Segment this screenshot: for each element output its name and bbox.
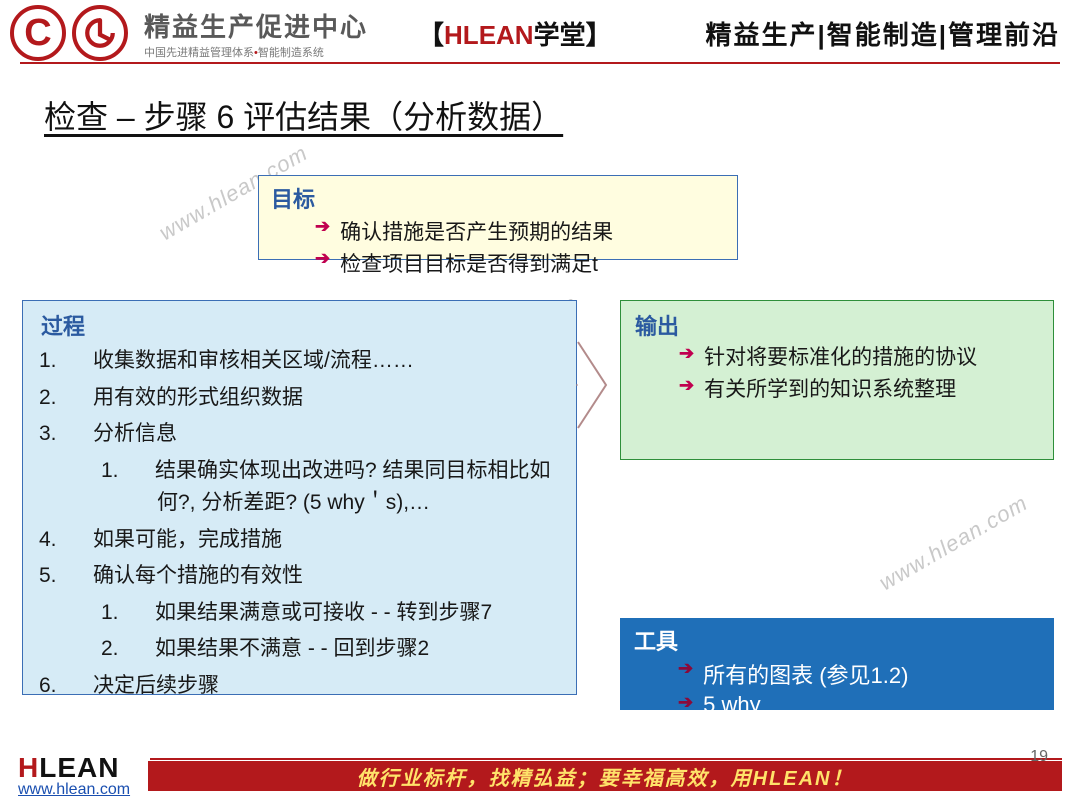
output-box: 输出 ➔ 针对将要标准化的措施的协议 ➔ 有关所学到的知识系统整理 — [620, 300, 1054, 460]
logo-l-icon — [72, 5, 128, 61]
connector-arrow-icon — [576, 340, 622, 430]
output-item: ➔ 有关所学到的知识系统整理 — [679, 375, 1039, 405]
footer-logo: HLEAN www.hlean.com — [18, 754, 130, 798]
arrow-icon: ➔ — [315, 248, 330, 269]
output-item-text: 针对将要标准化的措施的协议 — [704, 343, 977, 373]
goal-title: 目标 — [271, 182, 725, 214]
tools-box: 工具 ➔所有的图表 (参见1.2) ➔5 why — [620, 618, 1054, 710]
header-divider — [20, 62, 1060, 64]
arrow-icon: ➔ — [679, 343, 694, 364]
brand-sub-right: 智能制造系统 — [258, 47, 324, 59]
output-item-text: 有关所学到的知识系统整理 — [704, 375, 956, 405]
process-item: 1.收集数据和审核相关区域/流程…… — [67, 345, 562, 378]
arrow-icon: ➔ — [679, 375, 694, 396]
bracket-close: 】 — [586, 20, 612, 50]
footer-url[interactable]: www.hlean.com — [18, 782, 130, 798]
process-subitem: 2.如果结果不满意 - - 回到步骤2 — [129, 633, 562, 666]
process-item: 4.如果可能，完成措施 — [67, 524, 562, 557]
process-subitem: 1.结果确实体现出改进吗? 结果同目标相比如何?, 分析差距? (5 why＇s… — [129, 455, 562, 520]
goal-item-text: 检查项目目标是否得到满足t — [340, 248, 598, 278]
logo-c-icon: C — [10, 5, 66, 61]
process-item: 2.用有效的形式组织数据 — [67, 382, 562, 415]
output-title: 输出 — [635, 309, 1039, 341]
arrow-icon: ➔ — [678, 692, 693, 713]
goal-item: ➔ 检查项目目标是否得到满足t — [315, 248, 725, 278]
school-tail: 学堂 — [534, 20, 586, 50]
hlean-red: HLEAN — [444, 20, 534, 50]
arrow-icon: ➔ — [315, 216, 330, 237]
tools-item-text: 所有的图表 (参见1.2) — [703, 658, 908, 690]
logo-area: C 精益生产促进中心 中国先进精益管理体系•智能制造系统 — [10, 5, 368, 61]
process-subitem: 1.如果结果满意或可接收 - - 转到步骤7 — [129, 597, 562, 630]
goal-item-text: 确认措施是否产生预期的结果 — [340, 216, 613, 246]
bracket-open: 【 — [418, 20, 444, 50]
brand-block: 精益生产促进中心 中国先进精益管理体系•智能制造系统 — [144, 7, 368, 60]
process-box: 过程 1.收集数据和审核相关区域/流程…… 2.用有效的形式组织数据 3.分析信… — [22, 300, 577, 695]
tools-item-text: 5 why — [703, 692, 760, 718]
process-title: 过程 — [41, 309, 562, 341]
tools-item: ➔ 所有的图表 (参见1.2) — [678, 658, 1040, 690]
footer: HLEAN www.hlean.com 做行业标杆，找精弘益；要幸福高效，用HL… — [18, 752, 1062, 800]
footer-slogan-bar: 做行业标杆，找精弘益；要幸福高效，用HLEAN！ — [148, 761, 1062, 791]
brand-sub-left: 中国先进精益管理体系 — [144, 47, 254, 59]
goal-item: ➔ 确认措施是否产生预期的结果 — [315, 216, 725, 246]
arrow-icon: ➔ — [678, 658, 693, 679]
output-item: ➔ 针对将要标准化的措施的协议 — [679, 343, 1039, 373]
tools-item: ➔ 5 why — [678, 692, 1040, 718]
footer-logo-text: HLEAN — [18, 754, 130, 782]
hlean-school-label: 【HLEAN学堂】 — [418, 15, 612, 52]
goal-box: 目标 ➔确认措施是否产生预期的结果 ➔检查项目目标是否得到满足t — [258, 175, 738, 260]
goal-list: ➔ 确认措施是否产生预期的结果 ➔ 检查项目目标是否得到满足t — [315, 216, 725, 278]
header-right-nav: 精益生产|智能制造|管理前沿 — [705, 15, 1060, 52]
brand-main: 精益生产促进中心 — [144, 7, 368, 44]
footer-slogan: 做行业标杆，找精弘益；要幸福高效，用HLEAN！ — [357, 762, 854, 791]
process-item: 3.分析信息 1.结果确实体现出改进吗? 结果同目标相比如何?, 分析差距? (… — [67, 418, 562, 520]
brand-sub: 中国先进精益管理体系•智能制造系统 — [144, 44, 368, 60]
tools-title: 工具 — [634, 624, 1040, 656]
slide-title: 检查 – 步骤 6 评估结果（分析数据） — [44, 92, 563, 138]
tools-list: ➔ 所有的图表 (参见1.2) ➔ 5 why — [678, 658, 1040, 718]
process-item: 5.确认每个措施的有效性 1.如果结果满意或可接收 - - 转到步骤7 2.如果… — [67, 560, 562, 666]
slide-header: C 精益生产促进中心 中国先进精益管理体系•智能制造系统 【HLEAN学堂】 精… — [0, 0, 1080, 62]
process-list: 1.收集数据和审核相关区域/流程…… 2.用有效的形式组织数据 3.分析信息 1… — [41, 345, 562, 702]
output-list: ➔ 针对将要标准化的措施的协议 ➔ 有关所学到的知识系统整理 — [679, 343, 1039, 406]
process-item: 6.决定后续步骤 — [67, 670, 562, 703]
watermark: www.hlean.com — [875, 490, 1033, 596]
